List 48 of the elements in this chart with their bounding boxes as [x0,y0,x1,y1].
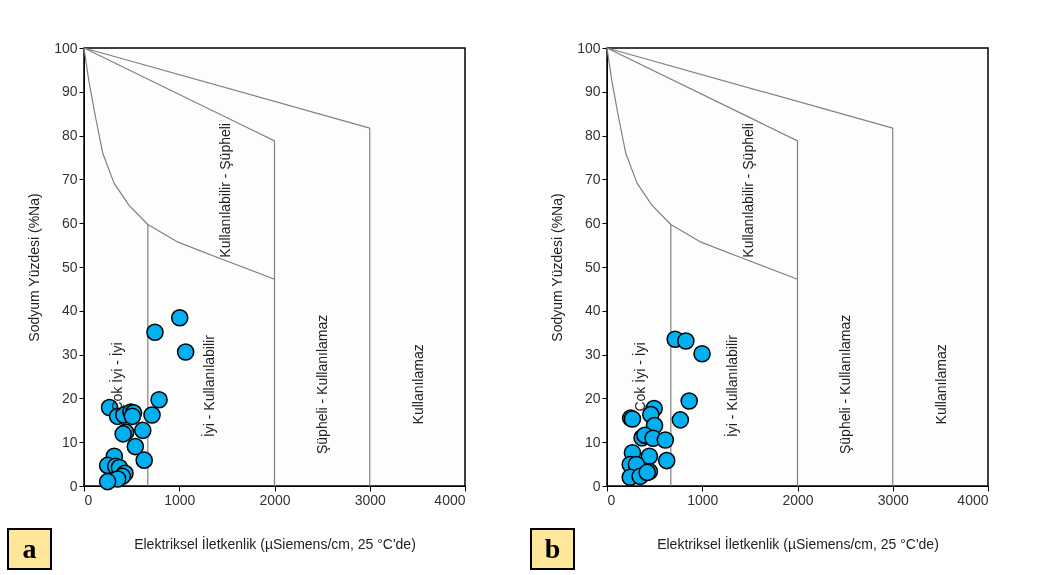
y-tick-label: 20 [61,389,78,406]
y-tick-label: 10 [584,433,601,450]
y-tick-label: 30 [584,346,601,363]
text: a [22,533,37,564]
text: b [544,533,561,564]
y-tick-label: 60 [584,214,601,231]
y-tick-label: 10 [61,433,78,450]
y-tick-label: 0 [69,477,78,494]
y-tick-label: 80 [61,127,78,144]
annotation: Çok İyi - İyi [107,342,125,412]
annotation: Kullanılabilir - Şüpheli [216,123,233,258]
x-tick-label: 1000 [164,491,196,508]
y-tick-label: 20 [584,389,601,406]
y-tick-label: 50 [61,258,78,275]
x-tick-label: 0 [84,491,93,508]
y-axis-title: Sodyum Yüzdesi (%Na) [26,193,43,342]
y-tick-label: 70 [61,170,78,187]
y-tick-label: 70 [584,170,601,187]
annotation: Kullanılamaz [409,344,426,425]
y-tick-label: 50 [584,258,601,275]
y-tick-label: 0 [592,477,601,494]
y-tick-label: 90 [584,83,601,100]
y-tick-label: 100 [54,39,78,56]
annotation: Çok İyi - İyi [630,342,648,412]
y-tick-label: 100 [577,39,601,56]
y-tick-label: 40 [61,302,78,319]
y-axis-title: Sodyum Yüzdesi (%Na) [549,193,566,342]
x-tick-label: 2000 [259,491,291,508]
y-tick-label: 60 [61,214,78,231]
y-tick-label: 80 [584,127,601,144]
x-tick-label: 1000 [687,491,719,508]
x-tick-label: 0 [607,491,616,508]
x-tick-label: 4000 [434,491,466,508]
annotation: Kullanılabilir - Şüpheli [739,123,756,258]
annotation: İyi - Kullanılabilir [723,334,741,438]
x-axis-title: Elektriksel İletkenlik (µSiemens/cm, 25 °C'de) [657,534,939,552]
x-tick-label: 2000 [782,491,814,508]
y-tick-label: 90 [61,83,78,100]
annotation: Şüpheli - Kullanılamaz [836,314,853,455]
x-tick-label: 3000 [877,491,910,508]
x-tick-label: 3000 [354,491,387,508]
x-axis-title: Elektriksel İletkenlik (µSiemens/cm, 25 °C'de) [134,534,416,552]
x-tick-label: 4000 [957,491,989,508]
annotation: Şüpheli - Kullanılamaz [313,314,330,455]
annotation: Kullanılamaz [932,344,949,425]
y-tick-label: 30 [61,346,78,363]
y-tick-label: 40 [584,302,601,319]
annotation: İyi - Kullanılabilir [200,334,218,438]
